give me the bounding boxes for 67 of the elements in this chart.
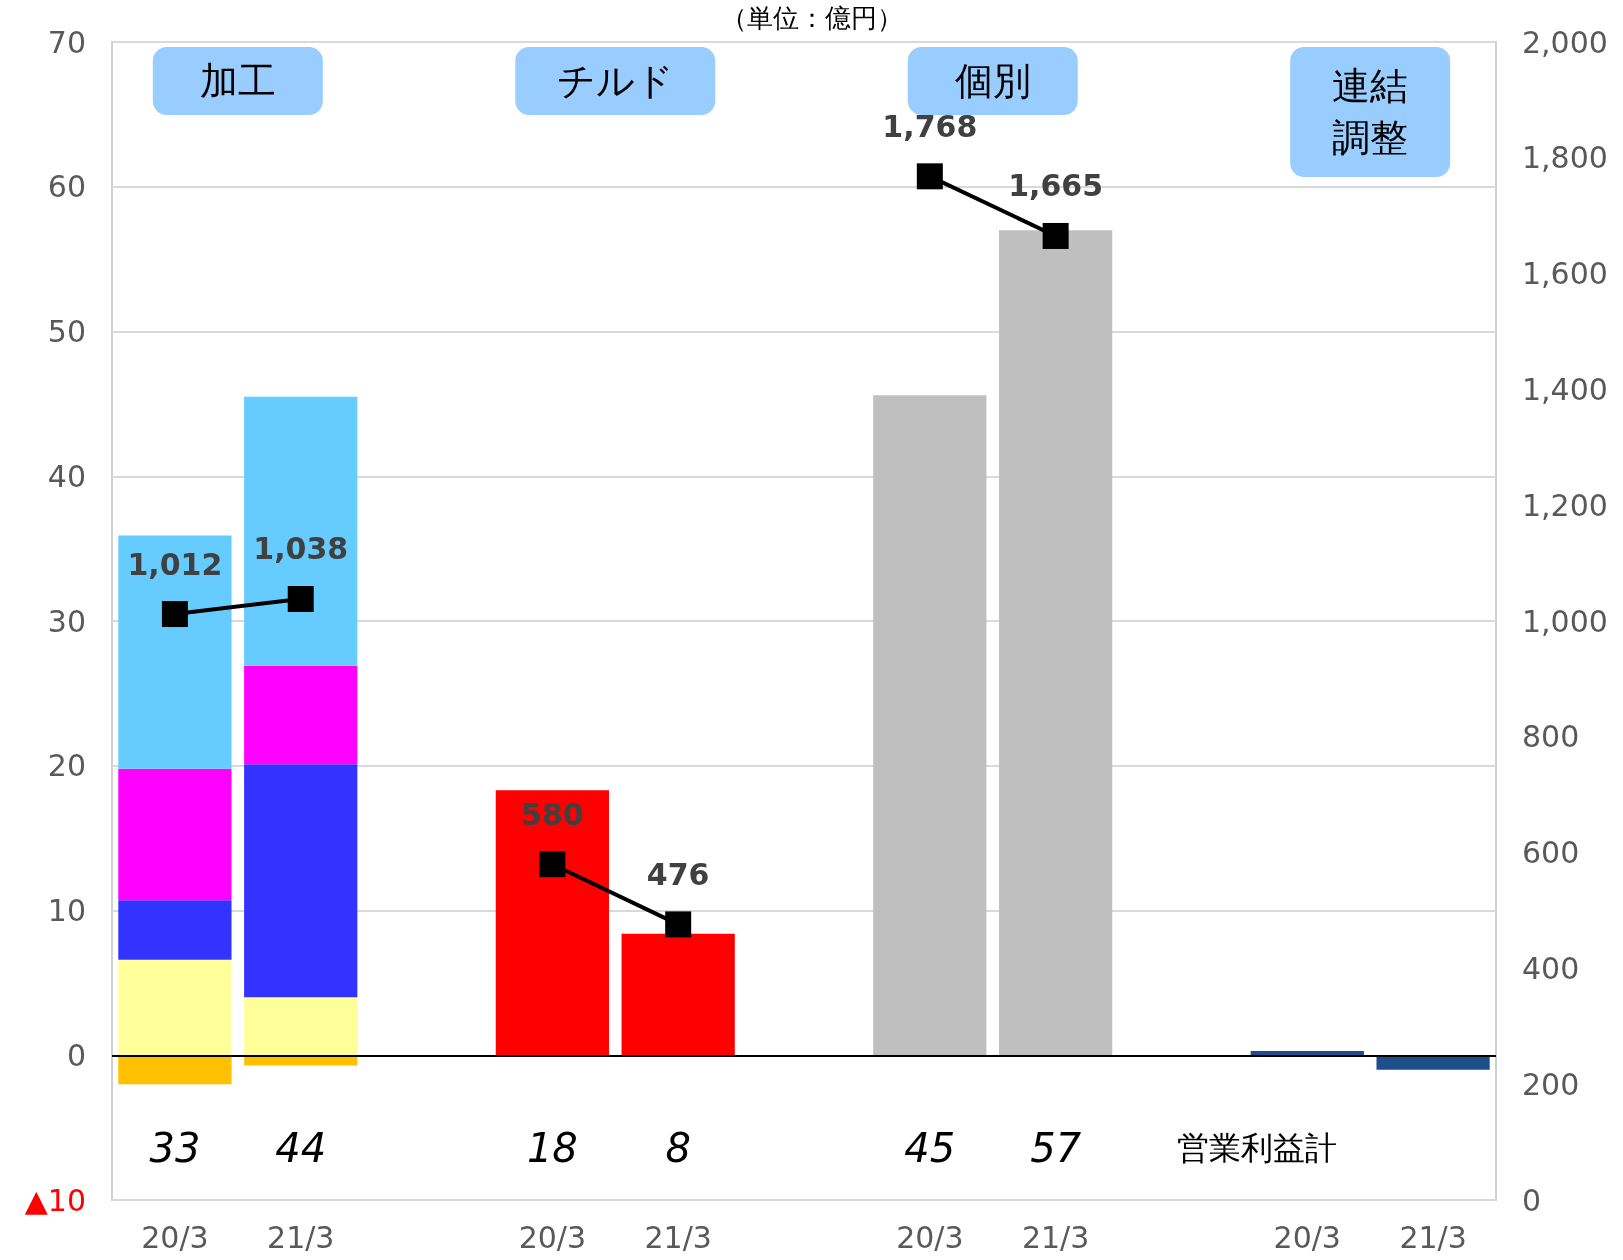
y2-tick-label: 600 [1522, 835, 1580, 871]
x-tick-label: 21/3 [1021, 1219, 1090, 1255]
y-tick-label: 50 [47, 314, 86, 349]
total-label: 8 [665, 1124, 691, 1171]
bar [1376, 1055, 1490, 1070]
y2-tick-label: 1,400 [1522, 371, 1608, 407]
bar [873, 395, 987, 1056]
y-tick-label: 20 [47, 748, 86, 784]
y2-tick-label: 400 [1522, 950, 1580, 986]
bar [999, 230, 1113, 1056]
bar [621, 933, 735, 1056]
bar [244, 997, 358, 1056]
y2-tick-label: 800 [1522, 719, 1580, 755]
x-tick-label: 21/3 [1399, 1219, 1467, 1255]
y2-tick-label: 0 [1522, 1182, 1542, 1218]
chart-title: （単位：億円） [720, 3, 903, 33]
x-tick-label: 21/3 [267, 1219, 335, 1255]
data-label: 1,012 [127, 546, 223, 582]
y-tick-label: ▲10 [24, 1182, 86, 1218]
x-tick-label: 21/3 [644, 1219, 712, 1255]
total-label: 45 [904, 1124, 956, 1171]
annotation: 加工 [199, 59, 276, 103]
y-tick-label: 40 [47, 458, 86, 494]
point [1042, 222, 1069, 249]
data-label: 476 [646, 856, 710, 892]
data-label: 1,768 [882, 108, 978, 144]
bar [244, 764, 358, 998]
total-label: 57 [1030, 1124, 1082, 1171]
y2-tick-label: 1,800 [1522, 140, 1608, 176]
y2-tick-label: 1,600 [1522, 256, 1608, 292]
data-label: 1,665 [1008, 168, 1104, 204]
point [916, 163, 943, 190]
bar [1250, 1050, 1364, 1056]
bar [118, 959, 232, 1056]
point [161, 601, 188, 628]
annotation: 個別 [954, 59, 1031, 103]
x-tick-label: 20/3 [141, 1219, 209, 1255]
x-tick-label: 20/3 [518, 1219, 587, 1255]
point [539, 851, 566, 878]
point [665, 911, 692, 938]
x-tick-label: 20/3 [1273, 1219, 1341, 1255]
x-tick-label: 20/3 [896, 1219, 964, 1255]
y-tick-label: 10 [47, 893, 86, 928]
bar [118, 900, 232, 960]
y2-tick-label: 2,000 [1522, 24, 1608, 60]
total-label: 18 [526, 1124, 578, 1171]
y2-tick-label: 1,000 [1522, 603, 1608, 639]
annotation: 営業利益計 [1176, 1128, 1337, 1167]
y-tick-label: 60 [47, 169, 86, 205]
bar [118, 535, 232, 769]
y-tick-label: 70 [47, 24, 86, 60]
bar [118, 1055, 232, 1085]
y2-tick-label: 200 [1522, 1066, 1580, 1102]
bar [495, 790, 609, 1056]
annotation: 連結調整 [1332, 64, 1409, 160]
y2-tick-label: 1,200 [1522, 487, 1608, 523]
y-tick-label: 0 [66, 1037, 86, 1073]
bar [118, 768, 232, 901]
point [287, 586, 314, 612]
bar [244, 665, 358, 765]
total-label: 44 [275, 1124, 327, 1171]
y-tick-label: 30 [47, 603, 86, 639]
data-label: 580 [521, 796, 584, 832]
total-label: 33 [149, 1124, 201, 1171]
bar [244, 396, 358, 666]
annotation: チルド [556, 59, 674, 103]
data-label: 1,038 [253, 531, 349, 567]
